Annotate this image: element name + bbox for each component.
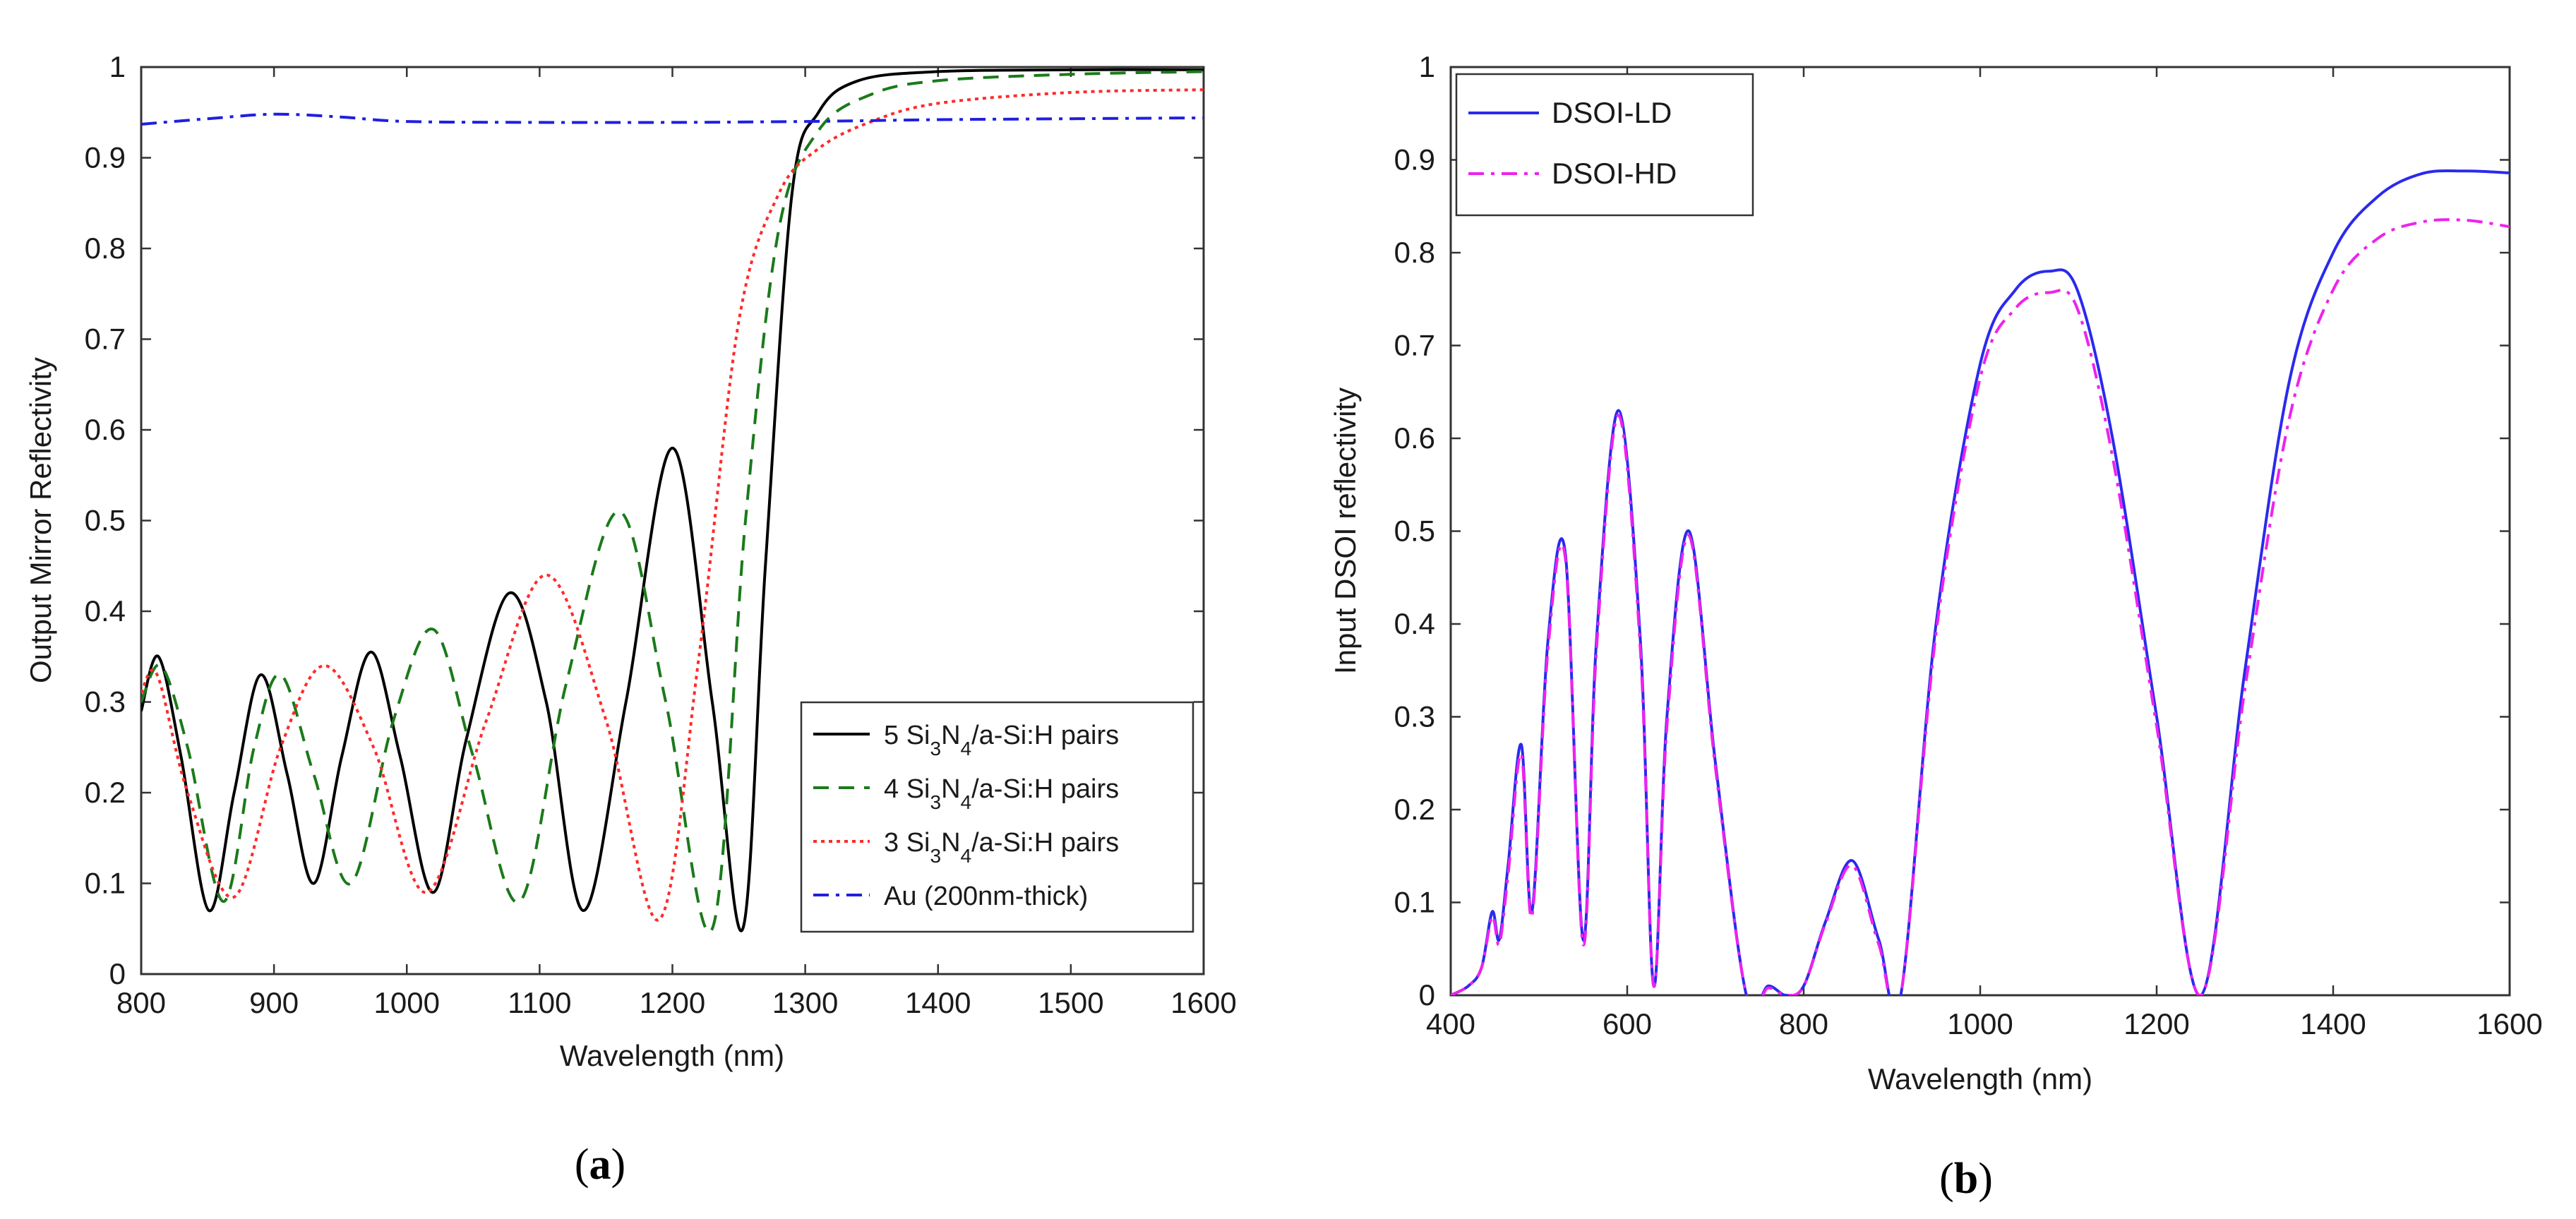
a-x-tick-label: 1400 [905,986,971,1019]
b-y-tick-label: 0.6 [1394,421,1435,455]
b-x-tick-label: 800 [1779,1007,1828,1040]
chart-b-panel-letter: b [1954,1155,1978,1203]
a-y-tick-label: 0.4 [85,594,126,627]
chart-a-legend-post: /a-Si:H pairs [971,721,1119,750]
chart-a-legend-pre: 5 Si [884,721,930,750]
chart-b-legend-label: DSOI-HD [1552,157,1677,190]
a-x-tick-label: 1300 [772,986,838,1019]
chart-b-x-axis-label: Wavelength (nm) [1868,1062,2092,1095]
chart-a-legend-label: 3 Si3N4/a-Si:H pairs [884,828,1119,867]
chart-a-y-axis: 0 0.1 0.2 0.3 0.4 0.5 0.6 0.7 0.8 0.9 1 [85,50,1204,990]
b-y-tick-label: 0.5 [1394,515,1435,548]
chart-a-x-axis-label: Wavelength (nm) [560,1039,784,1072]
a-y-tick-label: 0.1 [85,867,126,900]
a-x-tick-label: 1200 [640,986,705,1019]
b-series-line-2 [1451,218,2510,995]
chart-a-legend-mid: N [941,828,960,858]
chart-a-legend-sub2: 4 [961,845,972,867]
chart-b-legend-label: DSOI-LD [1552,96,1672,129]
chart-a-legend-post: /a-Si:H pairs [971,774,1119,804]
chart-b: 400 600 800 1000 1200 1400 1600 00.10.20.30.40… [1329,50,2543,1203]
a-y-tick-label: 0.7 [85,323,126,356]
chart-a-panel-letter: a [589,1141,611,1189]
chart-a-legend-sub2: 4 [961,738,972,759]
a-y-tick-label: 0.6 [85,413,126,446]
b-y-tick-label: 0.2 [1394,793,1435,826]
a-y-tick-label: 0.9 [85,141,126,174]
chart-a-legend-sub1: 3 [930,845,941,867]
b-y-tick-label: 0 [1419,978,1435,1011]
a-x-tick-label: 1600 [1170,986,1236,1019]
chart-a-legend-label: 5 Si3N4/a-Si:H pairs [884,721,1119,759]
chart-a-legend-mid: N [941,774,960,804]
chart-a-legend-label: 4 Si3N4/a-Si:H pairs [884,774,1119,813]
chart-b-y-axis: 0 0.1 0.2 0.3 0.4 0.5 0.6 0.7 0.8 0.9 1 [1394,50,2510,1011]
chart-a-series-group [141,68,1204,934]
b-x-tick-label: 1200 [2123,1007,2189,1040]
chart-a: 800 900 1000 1100 1200 1300 1400 1500 1600 00.10… [24,50,1237,1189]
b-y-tick-label: 0.1 [1394,886,1435,919]
b-y-tick-label: 0.9 [1394,143,1435,176]
chart-b-legend-box [1455,73,1754,217]
a-y-tick-label: 0.5 [85,504,126,537]
chart-a-legend-sub2: 4 [961,791,972,813]
b-y-tick-label: 0.3 [1394,700,1435,733]
a-x-tick-label: 1100 [508,986,571,1019]
chart-b-legend: DSOI-LD DSOI-HD [1455,73,1754,217]
a-y-tick-label: 0.3 [85,685,126,719]
chart-a-x-axis: 800 900 1000 1100 1200 1300 1400 1500 1600 [116,67,1237,1019]
chart-a-legend-post: /a-Si:H pairs [971,828,1119,858]
chart-a-y-axis-label: Output Mirror Reflectivity [24,357,57,683]
a-x-tick-label: 900 [249,986,299,1019]
chart-a-legend-sub1: 3 [930,738,941,759]
b-x-tick-label: 1600 [2476,1007,2542,1040]
chart-b-y-axis-label: Input DSOI reflectivity [1329,388,1362,674]
chart-a-panel-label: (a) [575,1141,625,1189]
a-y-tick-label: 1 [109,50,126,83]
a-y-tick-label: 0.8 [85,232,126,265]
b-series-line-1 [1451,169,2510,995]
a-series-line-4 [141,112,1204,126]
b-y-tick-label: 0.8 [1394,236,1435,269]
a-x-tick-label: 1000 [374,986,440,1019]
chart-a-legend-label: Au (200nm-thick) [884,882,1088,911]
a-series-line-2 [141,70,1204,934]
chart-b-plot-frame [1449,66,2511,997]
chart-b-series-group [1451,169,2510,995]
a-y-tick-label: 0.2 [85,776,126,809]
b-x-tick-label: 1400 [2300,1007,2366,1040]
chart-a-legend-pre: 4 Si [884,774,930,804]
a-x-tick-label: 800 [116,986,166,1019]
a-y-tick-label: 0 [109,957,126,990]
chart-a-legend-box [800,701,1194,933]
b-x-tick-label: 1000 [1947,1007,2013,1040]
b-x-tick-label: 600 [1602,1007,1652,1040]
b-y-tick-label: 0.7 [1394,329,1435,362]
chart-a-legend-sub1: 3 [930,791,941,813]
chart-a-legend-mid: N [941,721,960,750]
a-x-tick-label: 1500 [1038,986,1103,1019]
a-series-line-1 [141,68,1204,932]
b-x-tick-label: 400 [1426,1007,1475,1040]
chart-a-legend-pre: 3 Si [884,828,930,858]
chart-b-panel-label: (b) [1939,1155,1993,1203]
chart-b-x-axis: 400 600 800 1000 1200 1400 1600 [1426,67,2543,1040]
chart-a-legend-pre: Au (200nm-thick) [884,882,1088,911]
b-y-tick-label: 0.4 [1394,607,1435,640]
b-y-tick-label: 1 [1419,50,1435,83]
